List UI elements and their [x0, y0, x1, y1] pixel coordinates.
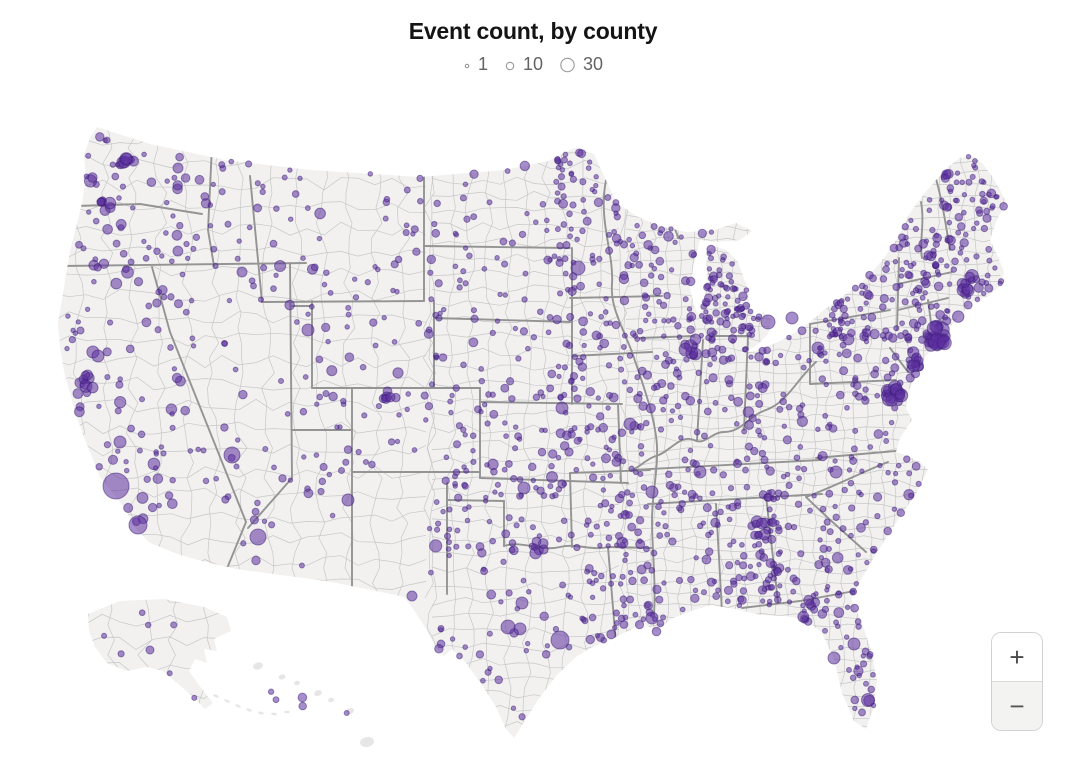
land-silhouette: [58, 127, 1006, 738]
legend-circle-small-icon: [464, 63, 470, 68]
legend-item-1: 1: [463, 54, 488, 75]
size-legend: 1 10 30: [0, 54, 1066, 75]
chart-header: Event count, by county 1 10 30: [0, 18, 1066, 75]
legend-label: 30: [583, 54, 604, 74]
legend-item-30: 30: [559, 54, 603, 75]
legend-circle-large-icon: [560, 57, 575, 73]
event-count-bubbles: [64, 132, 1008, 721]
legend-circle-medium-icon: [505, 61, 515, 70]
islands: [213, 662, 374, 748]
zoom-out-button[interactable]: −: [992, 681, 1042, 730]
zoom-controls: + −: [991, 632, 1043, 731]
page-title: Event count, by county: [408, 18, 658, 44]
legend-label: 1: [477, 54, 488, 74]
zoom-in-button[interactable]: +: [992, 633, 1042, 681]
legend-label: 10: [522, 54, 543, 74]
legend-item-10: 10: [504, 54, 543, 75]
